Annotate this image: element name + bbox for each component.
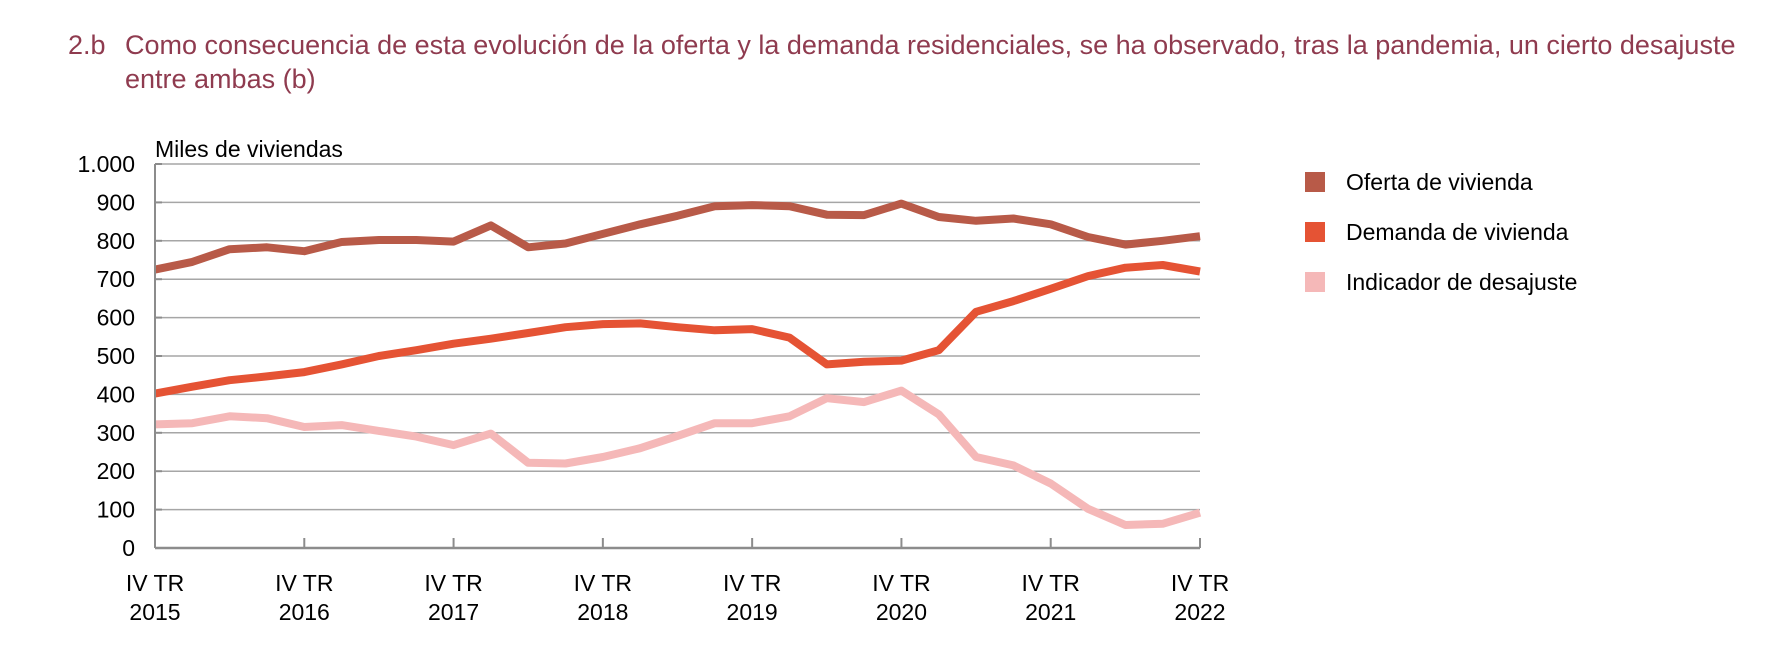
legend-swatch-oferta — [1305, 172, 1325, 192]
x-tick-label: IV TR — [126, 570, 184, 596]
x-tick-label: IV TR — [1022, 570, 1080, 596]
y-tick-label: 200 — [97, 458, 135, 484]
y-tick-label: 500 — [97, 343, 135, 369]
series-line-oferta — [154, 199, 1201, 274]
y-axis-label: Miles de viviendas — [155, 136, 343, 162]
y-tick-label: 300 — [97, 420, 135, 446]
series-lines — [154, 199, 1202, 529]
x-tick-label: IV TR — [1171, 570, 1229, 596]
x-tick-label: 2019 — [727, 599, 778, 625]
gridlines — [155, 163, 1200, 511]
x-tick-label: IV TR — [872, 570, 930, 596]
chart-title-text: Como consecuencia de esta evolución de l… — [125, 30, 1736, 94]
x-tick-label: 2016 — [279, 599, 330, 625]
y-tick-label: 700 — [97, 266, 135, 292]
x-tick-label: 2015 — [129, 599, 180, 625]
series-line-indicador — [154, 386, 1202, 529]
series-line-demanda — [154, 261, 1201, 398]
x-tick-label: IV TR — [424, 570, 482, 596]
legend-item-demanda: Demanda de vivienda — [1305, 207, 1577, 257]
x-tick-label: 2022 — [1174, 599, 1225, 625]
x-tick-label: 2017 — [428, 599, 479, 625]
x-tick-label: 2018 — [577, 599, 628, 625]
x-tick-label: 2020 — [876, 599, 927, 625]
x-tick-label: IV TR — [574, 570, 632, 596]
x-tick-label: IV TR — [723, 570, 781, 596]
legend-label-indicador: Indicador de desajuste — [1346, 268, 1578, 295]
x-tick-label: 2021 — [1025, 599, 1076, 625]
y-tick-label: 100 — [97, 497, 135, 523]
y-tick-label: 600 — [97, 305, 135, 331]
legend: Oferta de vivienda Demanda de vivienda I… — [1305, 157, 1577, 307]
legend-item-indicador: Indicador de desajuste — [1305, 257, 1577, 307]
y-tick-label: 400 — [97, 381, 135, 407]
y-tick-label: 0 — [122, 535, 135, 561]
legend-swatch-indicador — [1305, 272, 1325, 292]
legend-label-oferta: Oferta de vivienda — [1346, 168, 1533, 195]
legend-label-demanda: Demanda de vivienda — [1346, 218, 1569, 245]
y-tick-label: 800 — [97, 228, 135, 254]
legend-item-oferta: Oferta de vivienda — [1305, 157, 1577, 207]
chart-number: 2.b — [68, 30, 106, 60]
x-tick-label: IV TR — [275, 570, 333, 596]
y-tick-label: 1.000 — [77, 151, 135, 177]
x-axis-ticks: IV TR 2015 IV TR 2016 IV TR 2017 IV TR 2018 IV T… — [126, 538, 1229, 625]
legend-swatch-demanda — [1305, 222, 1325, 242]
y-tick-label: 900 — [97, 189, 135, 215]
y-axis-ticks: 0 100 200 300 400 500 600 700 800 900 1.000 — [77, 151, 162, 561]
